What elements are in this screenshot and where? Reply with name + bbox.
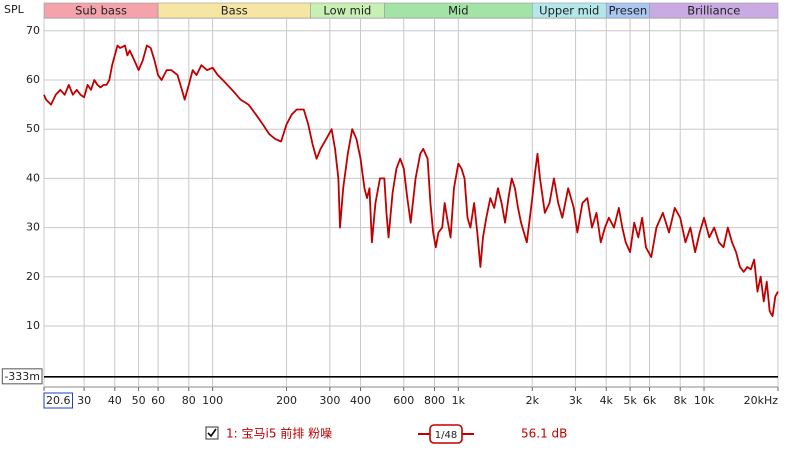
- x-tick-label: 800: [424, 394, 445, 407]
- band: [649, 2, 779, 19]
- x-tick-label: 10k: [694, 394, 715, 407]
- y-ref-box: [1, 368, 43, 385]
- y-tick-label: 10: [26, 319, 40, 332]
- legend: 1: 宝马i5 前排 粉噪 1/48 56.1 dB: [205, 424, 567, 444]
- x-tick-label: 6k: [643, 394, 657, 407]
- x-tick-label: 5k: [623, 394, 637, 407]
- band-label: Mid: [448, 4, 468, 18]
- band-label: Bass: [221, 4, 248, 18]
- band-label: Low mid: [323, 4, 371, 18]
- x-tick-label: 300: [319, 394, 340, 407]
- y-tick-label: 40: [26, 171, 40, 184]
- check-mark: [207, 428, 217, 438]
- x-tick-label: 30: [77, 394, 91, 407]
- legend-name: 1: 宝马i5 前排 粉噪: [226, 426, 332, 441]
- x-tick-label: 60: [151, 394, 165, 407]
- series-line: [43, 44, 779, 318]
- y-tick-label: 70: [26, 24, 40, 37]
- band-label: Sub bass: [75, 4, 127, 18]
- smoothing-label: 1/48: [435, 430, 457, 441]
- x-tick-label: 40: [108, 394, 122, 407]
- y-tick-label: 50: [26, 122, 40, 135]
- x-start-box: [43, 392, 73, 409]
- band-label: Presen: [609, 4, 648, 18]
- x-tick-label: 1k: [452, 394, 466, 407]
- x-tick-label: 200: [276, 394, 297, 407]
- legend-checkbox[interactable]: [205, 426, 219, 440]
- x-tick-label: 100: [202, 394, 223, 407]
- plot-area: [43, 17, 779, 388]
- y-tick-label: -333m: [4, 370, 40, 383]
- y-tick-label: 30: [26, 221, 40, 234]
- x-tick-label: 2k: [526, 394, 540, 407]
- x-tick-label: 80: [182, 394, 196, 407]
- y-axis-label: SPL: [4, 3, 25, 16]
- level-label: 56.1 dB: [521, 427, 567, 441]
- y-tick-label: 20: [26, 270, 40, 283]
- x-tick-label: 20.6: [46, 394, 71, 407]
- x-tick-label: 400: [350, 394, 371, 407]
- band-label: Brilliance: [687, 4, 740, 18]
- x-tick-label: 8k: [674, 394, 688, 407]
- x-tick-label: 600: [393, 394, 414, 407]
- x-tick-label: 50: [132, 394, 146, 407]
- x-tick-label: 20kHz: [744, 394, 779, 407]
- y-tick-label: 60: [26, 73, 40, 86]
- band-label: Upper mid: [539, 4, 599, 18]
- x-tick-label: 3k: [569, 394, 583, 407]
- smoothing-box: [429, 424, 463, 444]
- x-tick-label: 4k: [600, 394, 614, 407]
